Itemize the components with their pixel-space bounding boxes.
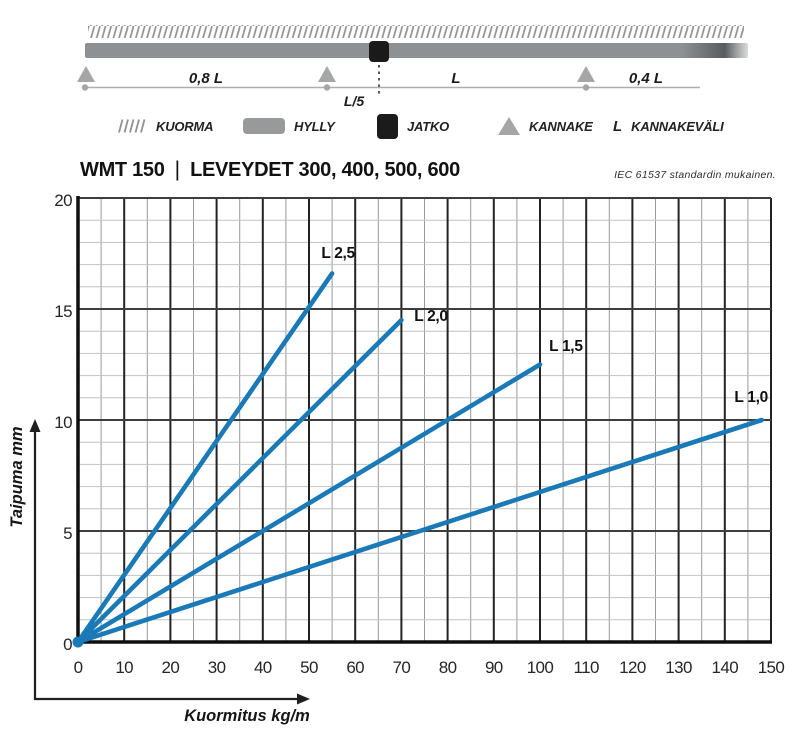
series-label-3: L 1,0 <box>734 389 768 406</box>
x-tick-label: 10 <box>115 658 133 677</box>
x-axis-title: Kuormitus kg/m <box>184 707 310 725</box>
x-tick-label: 120 <box>619 658 646 677</box>
y-tick-label: 10 <box>54 413 72 432</box>
shelf-bar-icon <box>243 118 285 134</box>
legend-item-hylly: HYLLY <box>243 112 335 140</box>
x-tick-label: 110 <box>574 658 599 677</box>
x-tick-label: 150 <box>758 658 785 677</box>
series-lines <box>72 271 765 648</box>
series-line-2 <box>75 362 543 645</box>
load-hatch <box>88 25 744 38</box>
shelf-bar <box>85 43 748 58</box>
joint-square <box>369 41 389 62</box>
y-tick-label: 0 <box>63 635 72 654</box>
dimension-dot <box>323 84 331 91</box>
series-line-1 <box>75 317 404 645</box>
widths-title: LEVEYDET 300, 400, 500, 600 <box>190 159 460 181</box>
series-label-0: L 2,5 <box>321 245 355 262</box>
x-tick-label: 50 <box>300 658 318 677</box>
legend-item-kannake: KANNAKE <box>498 112 593 140</box>
legend-label: KANNAKEVÄLI <box>631 118 724 134</box>
span-left-label: 0,8 L <box>189 70 223 87</box>
title-separator: | <box>174 158 181 181</box>
span-mid-label: L <box>451 70 460 87</box>
legend-item-kannakevali: L KANNAKEVÄLI <box>613 112 724 140</box>
joint-square-icon <box>377 113 398 139</box>
letter-l-symbol: L <box>613 117 623 135</box>
legend-label: JATKO <box>407 118 450 134</box>
x-tick-label: 130 <box>665 658 692 677</box>
y-tick-label: 5 <box>63 524 72 543</box>
grid-major-lines <box>78 197 772 642</box>
origin-dot <box>72 636 84 648</box>
x-tick-label: 60 <box>346 658 364 677</box>
y-axis-title: Taipuma mm <box>8 426 26 527</box>
span-right-label: 0,4 L <box>629 70 663 87</box>
support-triangle-right <box>577 66 595 82</box>
x-axis-arrowhead-icon <box>297 693 310 705</box>
standard-note: IEC 61537 standardin mukainen. <box>614 169 776 181</box>
x-tick-label: 0 <box>74 658 83 677</box>
product-title: WMT 150 <box>80 159 165 181</box>
support-triangle-icon <box>498 117 520 135</box>
support-triangle-left <box>77 66 95 82</box>
x-tick-label: 100 <box>527 658 554 677</box>
load-hatch-icon <box>118 119 146 133</box>
y-axis-arrowhead-icon <box>29 419 41 432</box>
legend-item-kuorma: KUORMA <box>118 112 213 140</box>
x-tick-label: 70 <box>393 658 411 677</box>
chart-title-bar: WMT 150 | LEVEYDET 300, 400, 500, 600 <box>80 158 460 182</box>
tick-labels: 0 10 20 30 40 50 60 70 80 90 100 110 120 130 140 150 0 5 1… <box>54 191 785 677</box>
x-tick-label: 80 <box>439 658 457 677</box>
series-labels: L 2,5 L 2,0 L 1,5 L 1,0 <box>321 245 768 406</box>
support-triangle-mid <box>318 66 336 82</box>
series-label-1: L 2,0 <box>414 308 448 325</box>
x-tick-label: 40 <box>254 658 272 677</box>
dimension-dot <box>582 84 590 91</box>
legend-label: KANNAKE <box>529 118 593 134</box>
joint-offset-label: L/5 <box>344 93 364 109</box>
chart-axes <box>76 196 772 644</box>
legend-label: HYLLY <box>294 118 335 134</box>
legend-label: KUORMA <box>156 118 214 134</box>
x-tick-label: 20 <box>162 658 180 677</box>
series-label-2: L 1,5 <box>549 338 583 355</box>
y-tick-label: 20 <box>54 191 72 210</box>
x-tick-label: 30 <box>208 658 226 677</box>
y-tick-label: 15 <box>54 302 72 321</box>
series-line-3 <box>75 417 765 645</box>
series-line-0 <box>75 271 335 645</box>
x-tick-label: 140 <box>712 658 739 677</box>
x-tick-label: 90 <box>485 658 503 677</box>
legend-item-jatko: JATKO <box>377 112 449 140</box>
dimension-dot <box>81 84 89 91</box>
